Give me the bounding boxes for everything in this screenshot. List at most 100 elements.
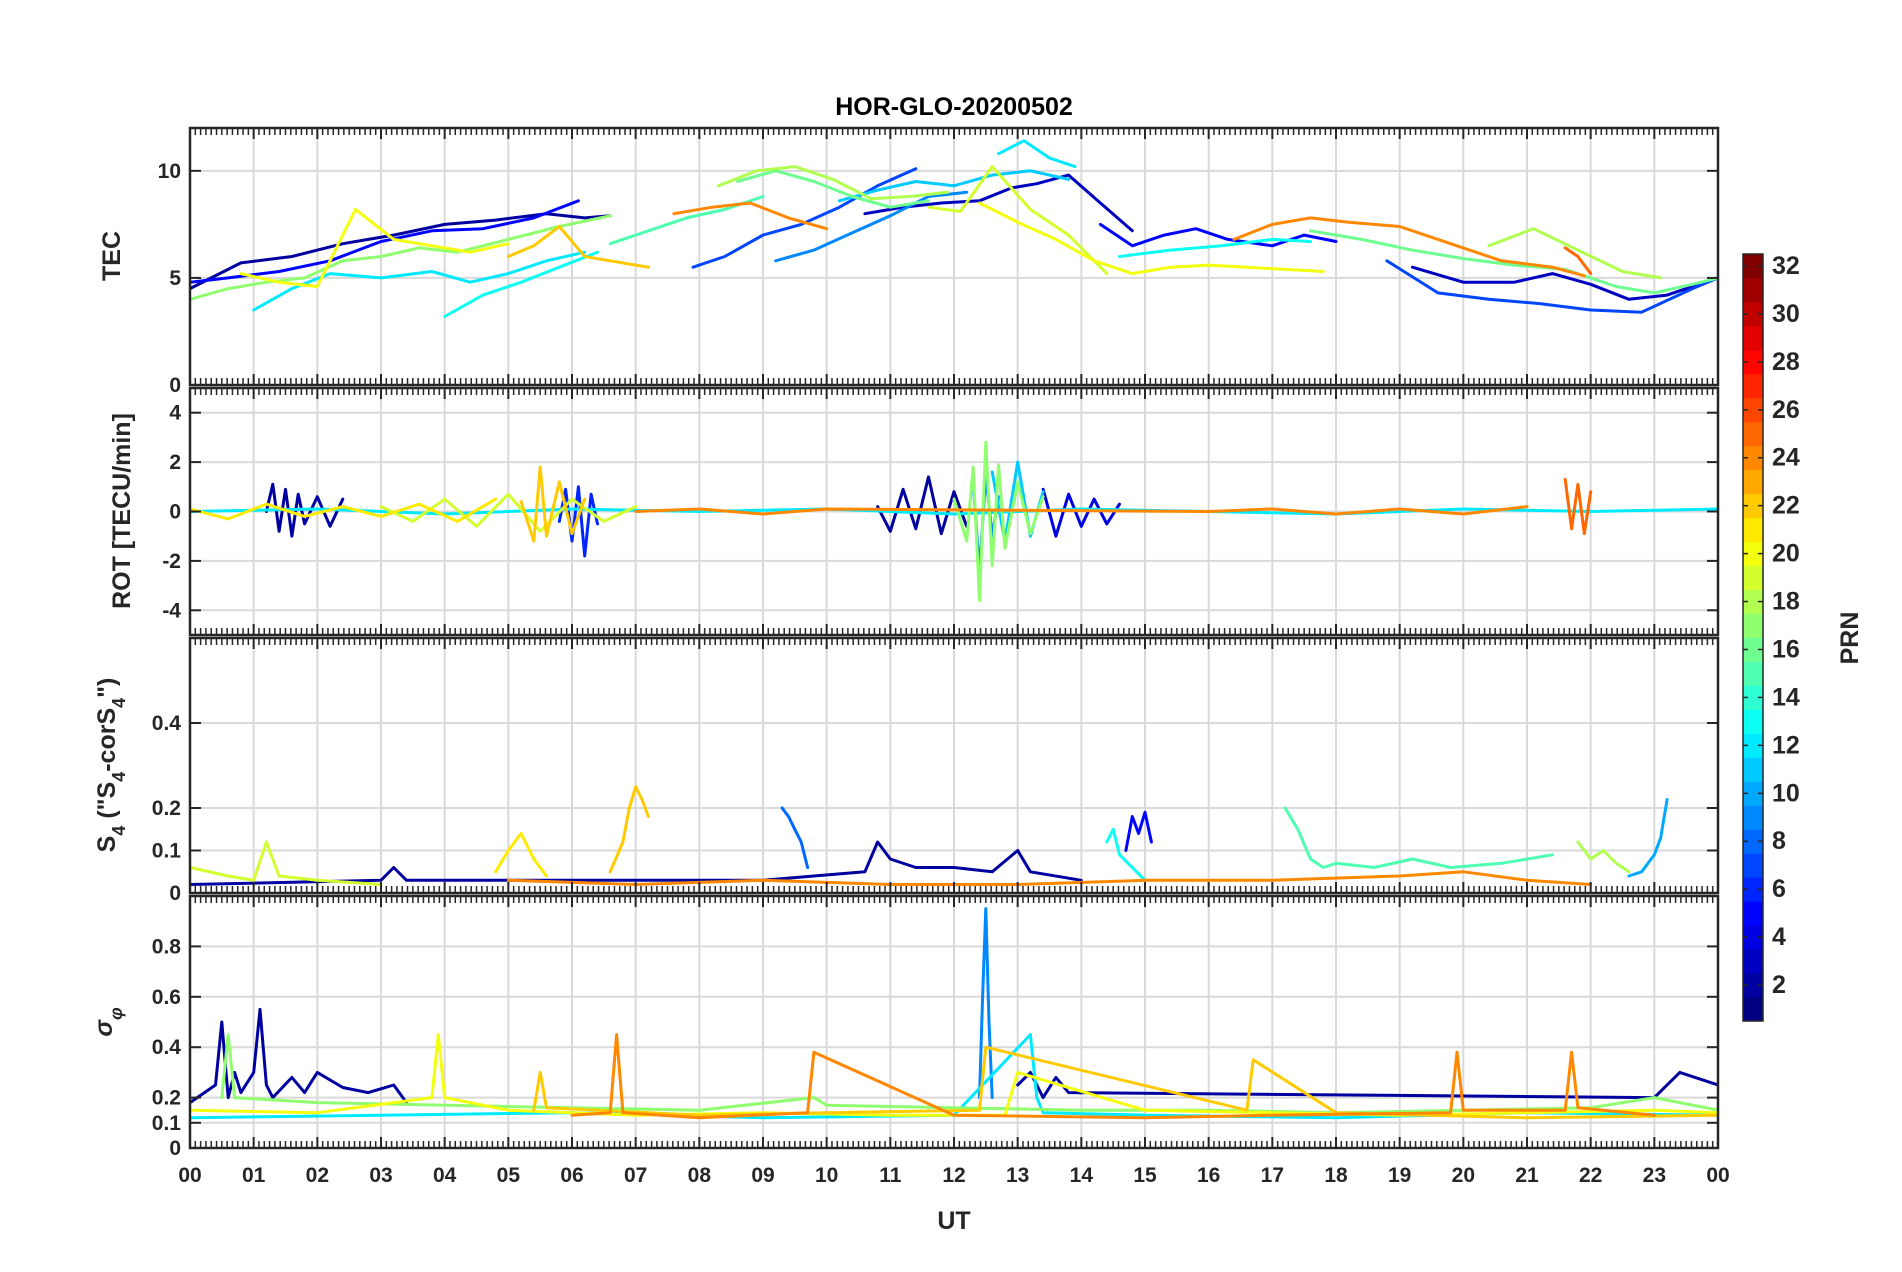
series-prn-13: [443, 250, 599, 318]
y-axis-label: TEC: [98, 231, 126, 281]
y-tick-label: 0: [169, 501, 181, 524]
series-prn-19: [190, 840, 383, 886]
series-prn-5: [1124, 810, 1153, 852]
y-axis-label: S4 ("S4-corS4"): [93, 678, 129, 853]
colorbar-tick-label: 8: [1772, 827, 1786, 855]
series-prn-13: [1105, 827, 1147, 882]
series-prn-22: [608, 785, 650, 874]
series-prn-20: [978, 201, 1325, 276]
y-tick-label: -2: [162, 550, 181, 573]
y-tick-label: 0: [169, 1137, 181, 1160]
colorbar-segment: [1743, 254, 1763, 279]
colorbar-segment: [1743, 925, 1763, 950]
colorbar-label: PRN: [1836, 612, 1864, 665]
series-prn-19: [927, 165, 1109, 276]
plot-frame: [188, 636, 1720, 895]
series-prn-17: [190, 214, 612, 301]
series-prn-10: [1627, 798, 1669, 878]
panel-4: 00.10.2 0.4 0.6 0.8 σφ: [90, 894, 1720, 1160]
colorbar-segment: [1743, 877, 1763, 902]
colorbar-segment: [1743, 973, 1763, 998]
x-tick-label: 12: [942, 1164, 965, 1187]
y-axis-label: ROT [TECU/min]: [108, 413, 136, 609]
colorbar-tick-label: 18: [1772, 588, 1800, 616]
series-prn-22: [506, 225, 650, 269]
series-prn-24: [1232, 216, 1586, 278]
series-prn-16: [1309, 229, 1718, 295]
x-tick-label: 00: [1706, 1164, 1729, 1187]
y-tick-label: 0.4: [152, 712, 182, 735]
colorbar-segment: [1743, 853, 1763, 878]
colorbar-tick-label: 12: [1772, 731, 1800, 759]
x-tick-label: 03: [369, 1164, 392, 1187]
series-group: [190, 440, 1718, 602]
series-group: [190, 907, 1718, 1120]
panel-1: 0 5 10 TEC: [98, 126, 1720, 397]
colorbar-segment: [1743, 493, 1763, 519]
x-tick-label: 02: [306, 1164, 329, 1187]
series-prn-18: [1487, 227, 1663, 280]
x-tick-label: 16: [1197, 1164, 1220, 1187]
series-prn-24: [672, 201, 829, 231]
colorbar-segment: [1743, 469, 1763, 495]
series-prn-25: [1563, 477, 1593, 536]
colorbar-segment: [1743, 781, 1763, 806]
y-tick-label: 0: [169, 882, 181, 905]
series-prn-5: [1098, 222, 1338, 248]
x-tick-label: 18: [1324, 1164, 1348, 1187]
series-prn-24: [634, 505, 1529, 516]
series-prn-24: [506, 870, 1593, 886]
x-tick-label: 15: [1133, 1164, 1157, 1187]
y-tick-label: 5: [169, 267, 181, 290]
x-axis-label: UT: [937, 1207, 970, 1235]
y-tick-label: -4: [162, 599, 181, 622]
colorbar-tick-label: 6: [1772, 875, 1786, 903]
plot-frame: [188, 894, 1720, 1150]
colorbar-segment: [1743, 757, 1763, 782]
x-tick-label: 00: [178, 1164, 201, 1187]
x-tick-label: 05: [497, 1164, 521, 1187]
colorbar-tick-label: 4: [1772, 923, 1786, 951]
x-tick-label: 07: [624, 1164, 647, 1187]
plot-frame: [188, 386, 1720, 637]
colorbar-frame: [1742, 253, 1764, 1022]
series-prn-12: [997, 139, 1077, 169]
series-prn-21: [494, 832, 548, 878]
colorbar-segment: [1743, 829, 1763, 854]
y-axis-label: σφ: [90, 1007, 126, 1037]
colorbar-segment: [1743, 421, 1763, 447]
series-prn-12: [190, 507, 1718, 516]
colorbar-segment: [1743, 589, 1763, 615]
x-tick-label: 08: [688, 1164, 712, 1187]
colorbar-segment: [1743, 373, 1763, 399]
series-prn-2: [190, 840, 1083, 886]
x-tick-label: 01: [242, 1164, 266, 1187]
colorbar-segment: [1743, 709, 1763, 734]
colorbar-segment: [1743, 325, 1763, 351]
colorbar-tick-label: 30: [1772, 300, 1800, 328]
colorbar-segment: [1743, 685, 1763, 710]
series-prn-17: [952, 440, 1045, 602]
panel-3: 0 0.1 0.2 0.4 S4 ("S4-corS4"): [93, 636, 1720, 905]
colorbar-segment: [1743, 277, 1763, 303]
colorbar-tick-label: 32: [1772, 252, 1800, 280]
y-tick-label: 2: [169, 451, 181, 474]
colorbar-tick-label: 20: [1772, 540, 1800, 568]
x-tick-label: 23: [1643, 1164, 1666, 1187]
colorbar-segment: [1743, 661, 1763, 686]
series-prn-2: [876, 475, 969, 536]
series-group: [190, 139, 1718, 318]
colorbar-tick-label: 22: [1772, 492, 1800, 520]
y-tick-label: 0.1: [152, 1112, 182, 1135]
series-prn-4: [1041, 487, 1121, 538]
y-tick-label: 0.8: [152, 935, 182, 958]
series-prn-20: [239, 207, 510, 288]
series-prn-3: [1410, 265, 1718, 301]
x-tick-label: 20: [1452, 1164, 1475, 1187]
series-prn-22: [519, 465, 587, 543]
colorbar-segment: [1743, 397, 1763, 423]
colorbar-segment: [1743, 349, 1763, 375]
y-tick-label: 10: [158, 160, 181, 183]
series-prn-18: [716, 165, 950, 201]
